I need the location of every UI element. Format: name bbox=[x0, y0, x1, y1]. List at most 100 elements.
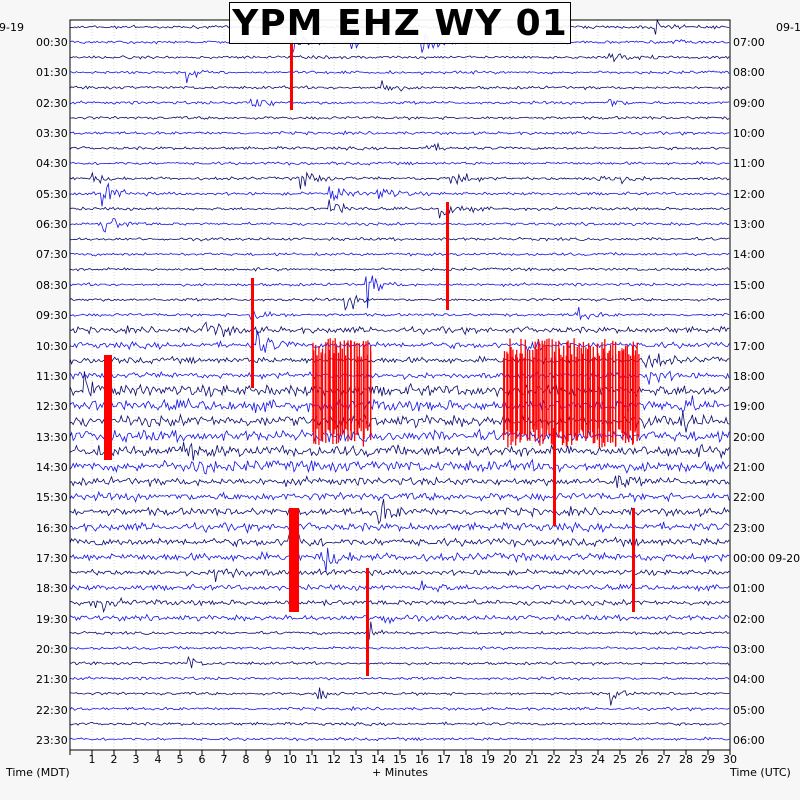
trace-line bbox=[69, 580, 730, 593]
left-axis-title: Time (MDT) bbox=[6, 766, 70, 779]
right-time-tick: 21:00 bbox=[733, 460, 765, 474]
left-time-tick: 23:30 bbox=[36, 734, 68, 748]
left-time-tick: 06:30 bbox=[36, 218, 68, 232]
right-time-tick: 04:00 bbox=[733, 673, 765, 687]
start-date-label: 09-19 bbox=[0, 22, 24, 33]
right-time-tick: 23:00 bbox=[733, 521, 765, 535]
trace-line bbox=[69, 321, 730, 338]
trace-line bbox=[69, 736, 730, 742]
trace-line bbox=[69, 251, 730, 257]
left-time-tick: 04:30 bbox=[36, 157, 68, 171]
trace-line bbox=[69, 218, 730, 233]
left-time-tick: 02:30 bbox=[36, 96, 68, 110]
minute-tick-label: 5 bbox=[176, 753, 184, 766]
right-time-tick: 06:00 bbox=[733, 734, 765, 748]
trace-line bbox=[69, 655, 730, 669]
left-time-tick: 18:30 bbox=[36, 582, 68, 596]
right-time-tick: 10:00 bbox=[733, 127, 765, 141]
trace-line bbox=[69, 547, 730, 573]
clipped-signal-mark bbox=[366, 568, 369, 676]
right-time-tick: 08:00 bbox=[733, 66, 765, 80]
minute-tick-label: 17 bbox=[437, 753, 451, 766]
left-time-tick: 07:30 bbox=[36, 248, 68, 262]
minute-tick-label: 22 bbox=[547, 753, 561, 766]
minute-tick-label: 16 bbox=[415, 753, 429, 766]
trace-line bbox=[69, 458, 730, 475]
trace-line bbox=[69, 330, 730, 353]
trace-line bbox=[69, 475, 730, 489]
trace-line bbox=[70, 115, 730, 121]
minute-tick-label: 26 bbox=[635, 753, 649, 766]
right-time-tick: 09:00 bbox=[733, 96, 765, 110]
right-time-tick: 12:00 bbox=[733, 187, 765, 201]
left-time-tick: 20:30 bbox=[36, 643, 68, 656]
right-time-tick: 01:00 bbox=[733, 582, 765, 596]
left-time-tick: 16:30 bbox=[36, 521, 68, 535]
x-tick-marks bbox=[69, 750, 731, 755]
trace-line bbox=[69, 275, 730, 309]
minute-tick-label: 9 bbox=[264, 753, 272, 766]
trace-line bbox=[69, 498, 730, 525]
left-time-tick: 22:30 bbox=[36, 703, 68, 717]
station-title: YPM EHZ WY 01 bbox=[229, 2, 571, 44]
right-time-tick: 18:00 bbox=[733, 369, 765, 383]
trace-line bbox=[69, 267, 730, 272]
trace-line bbox=[69, 532, 730, 549]
minute-tick-label: 25 bbox=[613, 753, 627, 766]
right-time-tick: 22:00 bbox=[733, 491, 765, 505]
right-time-tick: 13:00 bbox=[733, 218, 765, 232]
left-time-tick: 11:30 bbox=[36, 369, 68, 383]
minute-tick-label: 30 bbox=[723, 753, 737, 766]
trace-line bbox=[69, 80, 730, 92]
minute-tick-label: 15 bbox=[393, 753, 407, 766]
minute-tick-label: 23 bbox=[569, 753, 583, 766]
right-time-tick: 02:00 bbox=[733, 612, 765, 626]
left-time-tick: 08:30 bbox=[36, 278, 68, 292]
left-time-tick: 00:30 bbox=[36, 36, 68, 49]
trace-line bbox=[69, 613, 730, 625]
minute-tick-label: 4 bbox=[154, 753, 162, 766]
right-time-tick: 14:00 bbox=[733, 248, 765, 262]
left-time-tick: 13:30 bbox=[36, 430, 68, 444]
clipped-signal-mark bbox=[251, 278, 254, 388]
left-time-tick: 15:30 bbox=[36, 491, 68, 505]
trace-line bbox=[69, 142, 730, 151]
clipped-signal-mark bbox=[446, 202, 449, 310]
trace-line bbox=[69, 236, 730, 242]
minute-tick-label: 20 bbox=[503, 753, 517, 766]
x-axis-title: + Minutes bbox=[372, 766, 429, 779]
trace-line bbox=[69, 645, 730, 651]
right-time-tick: 17:00 bbox=[733, 339, 765, 353]
minute-tick-label: 29 bbox=[701, 753, 715, 766]
left-time-tick: 19:30 bbox=[36, 612, 68, 626]
trace-line bbox=[69, 69, 730, 84]
trace-line bbox=[69, 199, 730, 219]
trace-line bbox=[69, 306, 730, 321]
trace-line bbox=[69, 490, 730, 503]
minute-tick-label: 14 bbox=[371, 753, 385, 766]
trace-line bbox=[69, 294, 730, 311]
trace-line bbox=[69, 596, 730, 614]
right-time-tick: 19:00 bbox=[733, 400, 765, 414]
clipped-signal-mark bbox=[104, 355, 112, 460]
left-time-tick: 21:30 bbox=[36, 673, 68, 687]
left-time-tick: 10:30 bbox=[36, 339, 68, 353]
trace-line bbox=[69, 568, 730, 582]
minute-tick-label: 3 bbox=[132, 753, 140, 766]
right-time-tick: 05:00 bbox=[733, 703, 765, 717]
minute-tick-label: 8 bbox=[242, 753, 250, 766]
trace-line bbox=[69, 687, 730, 706]
minute-tick-label: 7 bbox=[220, 753, 228, 766]
right-time-tick: 03:00 bbox=[733, 643, 765, 656]
minute-tick-label: 6 bbox=[198, 753, 206, 766]
right-time-tick: 15:00 bbox=[733, 278, 765, 292]
minute-tick-label: 12 bbox=[327, 753, 341, 766]
minute-tick-label: 27 bbox=[657, 753, 671, 766]
left-time-tick: 14:30 bbox=[36, 460, 68, 474]
left-time-tick: 12:30 bbox=[36, 400, 68, 414]
trace-line bbox=[69, 171, 730, 190]
right-time-tick: 11:00 bbox=[733, 157, 765, 171]
trace-line bbox=[69, 182, 730, 207]
seismic-traces bbox=[69, 18, 730, 742]
minute-tick-label: 10 bbox=[283, 753, 297, 766]
